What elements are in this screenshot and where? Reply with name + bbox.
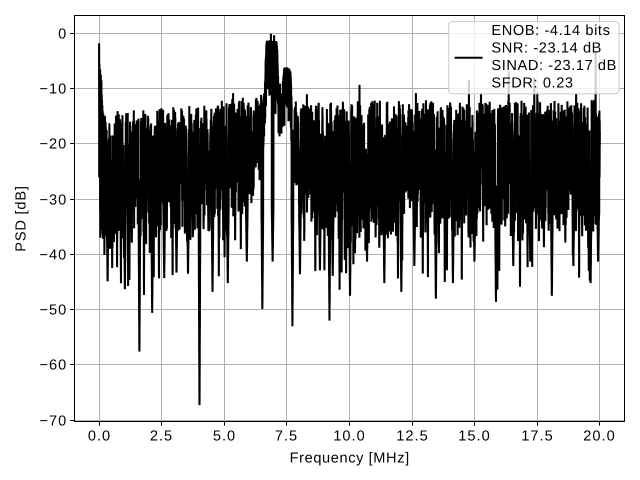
svg-text:−30: −30 [40, 193, 68, 209]
svg-text:SNR: -23.14 dB: SNR: -23.14 dB [491, 41, 602, 57]
svg-text:−10: −10 [40, 82, 68, 98]
svg-text:−50: −50 [40, 303, 68, 319]
svg-text:20.0: 20.0 [583, 429, 615, 445]
svg-text:10.0: 10.0 [333, 429, 365, 445]
svg-text:PSD [dB]: PSD [dB] [14, 185, 30, 251]
svg-text:17.5: 17.5 [521, 429, 553, 445]
svg-text:SFDR: 0.23: SFDR: 0.23 [491, 76, 573, 92]
svg-text:15.0: 15.0 [458, 429, 490, 445]
svg-text:2.5: 2.5 [150, 429, 173, 445]
svg-text:ENOB: -4.14 bits: ENOB: -4.14 bits [491, 23, 610, 39]
svg-text:−20: −20 [40, 137, 68, 153]
svg-text:−60: −60 [40, 358, 68, 374]
svg-text:7.5: 7.5 [275, 429, 298, 445]
svg-text:−40: −40 [40, 248, 68, 264]
svg-text:−70: −70 [40, 414, 68, 430]
svg-text:Frequency [MHz]: Frequency [MHz] [290, 450, 410, 466]
svg-text:0.0: 0.0 [88, 429, 111, 445]
svg-text:SINAD: -23.17 dB: SINAD: -23.17 dB [491, 58, 617, 74]
svg-text:0: 0 [58, 27, 67, 43]
svg-text:5.0: 5.0 [213, 429, 236, 445]
svg-text:12.5: 12.5 [396, 429, 428, 445]
